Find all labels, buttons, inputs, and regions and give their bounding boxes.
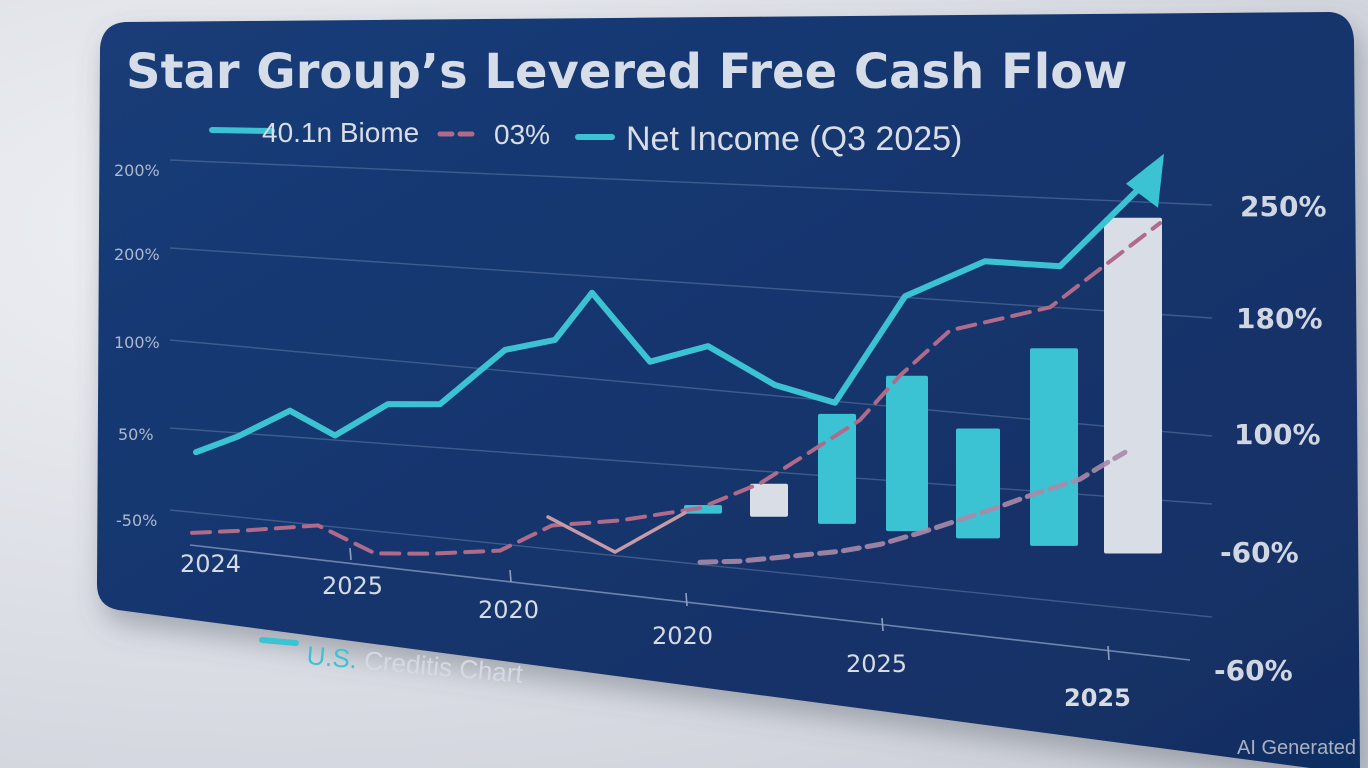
x-tick-mark-2: [349, 547, 352, 561]
line-series-pink-solid: [546, 511, 687, 554]
line-series: [190, 153, 1164, 565]
gridline-5: [169, 509, 1213, 618]
x-tick-1: 2024: [180, 550, 241, 578]
line-series-cyan: [193, 184, 1143, 456]
x-tick-2: 2025: [322, 572, 383, 600]
gridline-2: [169, 247, 1213, 319]
x-tick-6: 2025: [1064, 684, 1131, 712]
bar-series: [684, 217, 1162, 554]
y-right-tick-5: -60%: [1214, 654, 1293, 687]
x-tick-mark-4: [685, 592, 688, 607]
y-right-tick-3: 100%: [1234, 418, 1321, 451]
x-tick-4: 2020: [652, 622, 713, 650]
footer-legend-label-a: U.S.: [305, 640, 358, 674]
footer-legend-swatch: [259, 637, 299, 646]
y-left-tick-3: 100%: [114, 333, 160, 352]
bar-4: [886, 375, 928, 532]
x-tick-mark-6: [1107, 645, 1110, 661]
x-tick-mark-5: [881, 617, 884, 632]
y-right-tick-2: 180%: [1236, 302, 1323, 335]
x-axis: 2024 2025 2020 2020 2025 2025: [180, 544, 1191, 712]
y-left-tick-2: 200%: [114, 245, 160, 264]
x-tick-3: 2020: [478, 596, 539, 624]
line-series-pink-dashed-lower: [697, 449, 1128, 565]
line-series-pink-dashed: [190, 221, 1162, 556]
y-right-tick-4: -60%: [1220, 536, 1299, 569]
watermark: AI Generated: [1237, 737, 1356, 759]
y-left-tick-5: -50%: [116, 511, 157, 530]
x-axis-line: [189, 544, 1191, 661]
y-right-tick-1: 250%: [1240, 190, 1327, 223]
bar-3: [818, 413, 856, 524]
bar-6: [1030, 348, 1078, 546]
y-left-tick-4: 50%: [118, 425, 154, 444]
bar-2: [750, 483, 788, 517]
chart-title: Star Group’s Levered Free Cash Flow: [126, 44, 1128, 100]
bar-7: [1104, 217, 1162, 554]
chart-panel: [96, 12, 1360, 768]
legend: 40.1n Biome 03% Net Income (Q3 2025): [209, 117, 962, 158]
legend-swatch-1: [209, 127, 275, 134]
bar-5: [956, 428, 1000, 539]
x-tick-5: 2025: [846, 650, 907, 678]
legend-label-2: 03%: [494, 119, 550, 150]
legend-label-1: 40.1n Biome: [262, 117, 419, 148]
legend-label-3: Net Income (Q3 2025): [626, 120, 962, 158]
x-tick-mark-3: [509, 569, 512, 583]
y-axis-left: 200% 200% 100% 50% -50%: [114, 161, 160, 530]
y-axis-right: 250% 180% 100% -60% -60%: [1214, 190, 1327, 687]
gridline-1: [169, 159, 1213, 206]
y-left-tick-1: 200%: [114, 161, 160, 180]
arrow-head-icon: [1126, 153, 1164, 208]
